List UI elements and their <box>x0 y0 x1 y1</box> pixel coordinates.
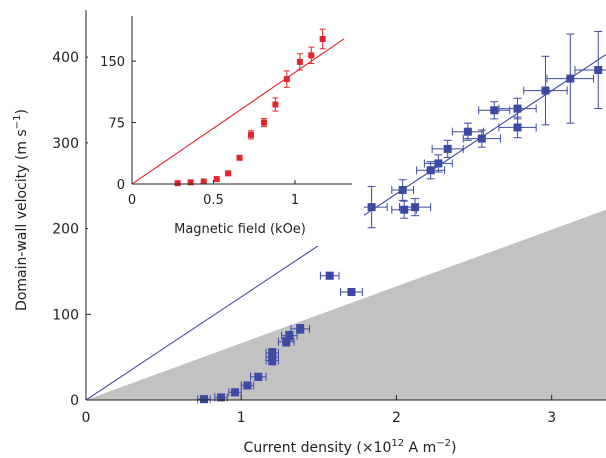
inset-y-ticks: 0 75 150 <box>100 55 136 193</box>
main-point-24 <box>513 123 522 132</box>
inset-point-11 <box>308 52 315 59</box>
main-point-9 <box>285 331 294 340</box>
inset-y-tick-label-1: 75 <box>108 117 125 132</box>
inset-background <box>88 12 364 246</box>
inset-point-5 <box>236 154 243 161</box>
main-x-tick-label-3: 3 <box>547 410 556 426</box>
main-point-20 <box>463 127 472 136</box>
main-x-tick-label-1: 1 <box>237 410 246 426</box>
main-x-ticks: 0 1 2 3 <box>82 395 556 426</box>
main-point-4 <box>254 372 263 381</box>
inset-point-12 <box>319 35 326 42</box>
main-point-11 <box>325 271 334 280</box>
main-point-8 <box>282 337 291 346</box>
main-y-tick-label-0: 0 <box>70 393 79 409</box>
main-point-2 <box>231 388 240 397</box>
main-y-ticks: 0 100 200 300 400 <box>52 50 91 409</box>
main-x-tick-label-0: 0 <box>82 410 91 426</box>
main-point-15 <box>400 205 409 214</box>
inset-point-8 <box>272 101 279 108</box>
inset-point-3 <box>213 176 220 183</box>
inset-point-6 <box>247 131 254 138</box>
main-x-axis-title: Current density (×1012 A m−2) <box>244 438 457 456</box>
main-point-6 <box>268 353 277 362</box>
main-point-22 <box>490 106 499 115</box>
main-y-tick-label-2: 200 <box>52 222 79 238</box>
inset-point-2 <box>200 178 207 185</box>
main-point-13 <box>367 203 376 212</box>
shaded-region <box>86 209 606 400</box>
main-point-21 <box>477 134 486 143</box>
main-point-14 <box>398 186 407 194</box>
inset-x-axis-title: Magnetic field (kOe) <box>174 222 306 237</box>
inset-x-ticks: 0 0.5 1 <box>128 180 299 208</box>
inset-point-7 <box>261 119 267 126</box>
main-y-tick-label-1: 100 <box>52 307 79 323</box>
inset-x-tick-label-1: 0.5 <box>203 193 224 208</box>
main-point-19 <box>443 144 452 153</box>
inset-point-4 <box>225 170 232 177</box>
main-x-tick-label-2: 2 <box>392 410 401 426</box>
main-point-0 <box>199 395 208 404</box>
inset-x-tick-label-0: 0 <box>128 193 136 208</box>
main-point-26 <box>566 74 575 83</box>
inset-point-9 <box>283 76 290 83</box>
main-y-axis-title: Domain-wall velocity (m s−1) <box>12 109 30 311</box>
main-point-23 <box>513 104 522 113</box>
inset-x-tick-label-2: 1 <box>291 193 299 208</box>
main-point-18 <box>434 159 443 168</box>
main-point-1 <box>217 393 226 402</box>
main-point-25 <box>541 86 550 95</box>
main-point-7 <box>268 348 277 357</box>
main-y-tick-label-3: 300 <box>52 136 79 152</box>
main-point-27 <box>594 66 603 74</box>
main-point-16 <box>411 203 420 212</box>
main-y-tick-label-4: 400 <box>52 50 79 66</box>
main-point-12 <box>347 288 356 296</box>
main-point-17 <box>426 166 435 175</box>
inset-y-tick-label-2: 150 <box>100 55 125 70</box>
inset-point-0 <box>174 180 181 187</box>
main-point-3 <box>243 381 252 390</box>
inset-points <box>174 35 326 187</box>
inset-y-tick-label-0: 0 <box>117 178 125 193</box>
main-points <box>199 66 603 404</box>
inset-point-1 <box>187 179 194 186</box>
main-point-10 <box>296 324 305 333</box>
inset-point-10 <box>296 58 303 65</box>
